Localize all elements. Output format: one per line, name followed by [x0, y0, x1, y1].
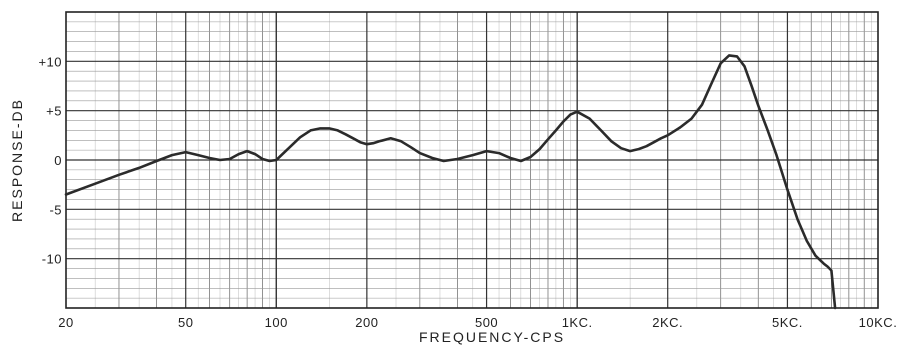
y-tick-label: -10	[42, 252, 62, 267]
x-tick-labels: 20 50 100 200 500 1KC. 2KC. 5KC. 10KC.	[58, 315, 897, 330]
response-curve	[64, 54, 837, 310]
y-tick-labels: +10 +5 0 -5 -10	[38, 54, 62, 267]
y-tick-label: -5	[49, 202, 62, 217]
x-tick-label: 20	[58, 315, 73, 330]
x-tick-label: 2KC.	[652, 315, 683, 330]
y-tick-label: +5	[46, 104, 62, 119]
plot-frame	[65, 11, 879, 309]
major-grid	[66, 12, 878, 308]
x-tick-label: 500	[475, 315, 498, 330]
x-axis-label: FREQUENCY-CPS	[419, 329, 565, 345]
x-tick-label: 100	[265, 315, 288, 330]
x-tick-label: 200	[355, 315, 378, 330]
x-tick-label: 1KC.	[562, 315, 593, 330]
y-tick-label: +10	[38, 54, 62, 69]
x-tick-label: 10KC.	[859, 315, 898, 330]
x-tick-label: 5KC.	[772, 315, 803, 330]
y-axis-label: RESPONSE-DB	[9, 98, 25, 222]
x-tick-label: 50	[178, 315, 193, 330]
y-tick-label: 0	[54, 153, 62, 168]
